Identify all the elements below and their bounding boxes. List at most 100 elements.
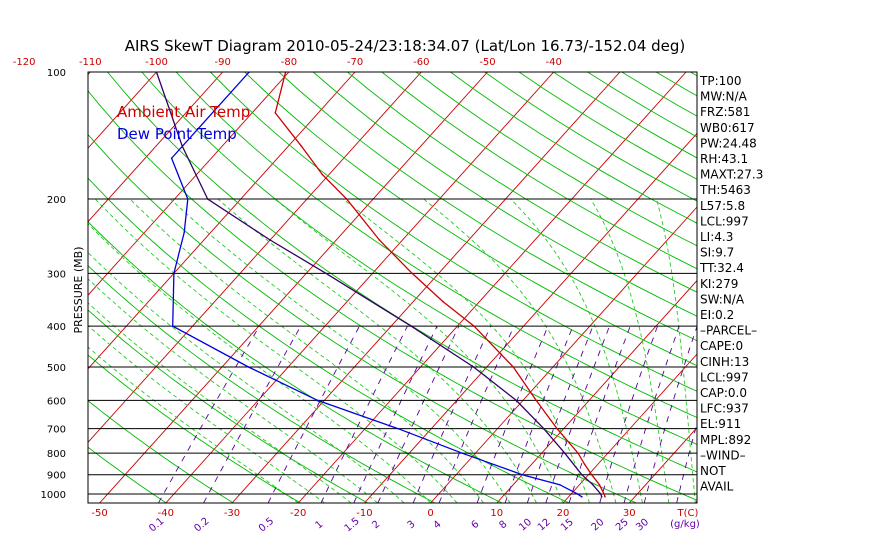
series-point (410, 325, 412, 327)
top-temperature-tick-label: -90 (215, 57, 231, 68)
series-point (186, 198, 189, 200)
chart-title: AIRS SkewT Diagram 2010-05-24/23:18:34.0… (125, 37, 686, 55)
dry-adiabat-line (244, 72, 697, 367)
mixing-ratio-line (476, 325, 549, 503)
index-item: CINH:13 (700, 355, 749, 369)
top-temperature-tick-label: -40 (546, 57, 562, 68)
plot-frame (87, 71, 698, 504)
moist-adiabat-line (88, 251, 405, 503)
index-item: SW:N/A (700, 292, 745, 306)
series-layer (155, 72, 606, 498)
top-temperature-tick-label: -80 (281, 57, 297, 68)
dry-adiabat-line (759, 72, 870, 503)
mixing-ratio-tick-label: 2 (370, 519, 382, 532)
index-item: MAXT:27.3 (700, 168, 763, 182)
series-point (274, 112, 277, 114)
bottom-temperature-tick-label: 0 (427, 508, 433, 519)
series-point (345, 198, 348, 200)
mixing-ratio-line (412, 325, 492, 503)
mixing-ratio-line (267, 325, 360, 503)
mixing-ratio-tick-label: 12 (536, 517, 553, 534)
series-point (316, 399, 319, 402)
mixing-ratio-tick-label: 25 (614, 517, 631, 534)
mixing-ratio-line (203, 325, 302, 503)
moist-adiabat-line (88, 223, 431, 503)
dry-adiabat-line (484, 72, 697, 202)
series-point (247, 366, 250, 368)
series-point (583, 463, 586, 466)
dry-adiabat-line (88, 265, 436, 503)
moist-adiabat-line (88, 278, 378, 503)
series-point (173, 272, 175, 275)
pressure-tick-label: 500 (47, 363, 66, 374)
index-item: TP:100 (699, 74, 742, 88)
index-item: RH:43.1 (700, 152, 748, 166)
series-point (591, 483, 594, 486)
moist-adiabat-line (342, 198, 590, 503)
isotherm-line (165, 72, 555, 503)
index-item: –PARCEL– (700, 324, 757, 338)
dry-adiabat-line (88, 354, 301, 503)
bottom-temperature-tick-label: -40 (158, 508, 174, 519)
mixing-ratio-tick-label: 3 (406, 519, 418, 532)
index-item: LFC:937 (700, 402, 749, 416)
dry-adiabat-line (828, 72, 870, 503)
top-temperature-tick-label: -120 (13, 57, 36, 68)
dry-adiabat-line (278, 72, 697, 342)
mixing-ratio-line (504, 325, 574, 503)
index-item: FRZ:581 (700, 105, 750, 119)
series-point (512, 366, 515, 368)
index-item: LCL:997 (700, 370, 749, 384)
series-point (397, 427, 399, 430)
isotherm-line (88, 72, 356, 370)
index-item: WB0:617 (700, 121, 755, 135)
isotherm-line (231, 72, 621, 503)
mixing-ratio-tick-label: 1 (313, 519, 325, 532)
mixing-ratio-tick-label: 10 (517, 517, 534, 534)
index-item: TT:32.4 (699, 261, 744, 275)
moist-adiabat-line (274, 198, 564, 503)
pressure-tick-label: 600 (47, 396, 66, 407)
mixing-ratio-line (320, 325, 408, 503)
series-point (473, 325, 475, 327)
isotherm-line (628, 426, 697, 503)
y-axis-label: PRESSURE (MB) (72, 247, 85, 334)
dry-adiabat-line (88, 400, 234, 503)
mixing-ratio-line (377, 325, 460, 503)
series-point (556, 427, 558, 430)
moist-adiabat-line (129, 198, 484, 503)
top-temperature-tick-label: -70 (347, 57, 363, 68)
mixing-ratio-tick-label: 8 (497, 519, 509, 532)
isotherm-line (828, 72, 870, 503)
series-point (577, 452, 579, 454)
series-point (543, 427, 545, 430)
series-point (576, 493, 579, 495)
bottom-temperature-tick-label: 10 (490, 508, 503, 519)
isotherm-line (297, 72, 687, 503)
mixing-ratio-tick-label: 6 (470, 519, 482, 532)
series-point (564, 452, 566, 454)
series-point (600, 495, 603, 498)
mixing-ratio-tick-label: 0.5 (257, 516, 276, 535)
mixing-ratio-tick-label: 4 (432, 519, 444, 532)
index-item: LI:4.3 (700, 230, 733, 244)
series-point (183, 231, 185, 234)
mixing-ratio-line (158, 325, 260, 503)
mixing-ratio-unit-label: (g/kg) (670, 519, 700, 530)
series-point (604, 495, 606, 498)
dry-adiabat-line (312, 72, 697, 317)
dry-adiabat-line (88, 309, 368, 503)
top-temperature-tick-label: -50 (479, 57, 495, 68)
series-point (461, 452, 464, 454)
bottom-temperature-tick-label: -30 (224, 508, 240, 519)
series-point (581, 495, 583, 498)
dry-adiabat-line (415, 72, 697, 247)
series-point (600, 493, 602, 495)
series-line-ambient-air-temp (274, 72, 606, 498)
dry-adiabat-line (88, 446, 167, 503)
moist-adiabat-line (88, 302, 352, 503)
index-item: KI:279 (700, 277, 738, 291)
isotherm-line (88, 72, 422, 444)
isotherm-line (496, 279, 697, 503)
